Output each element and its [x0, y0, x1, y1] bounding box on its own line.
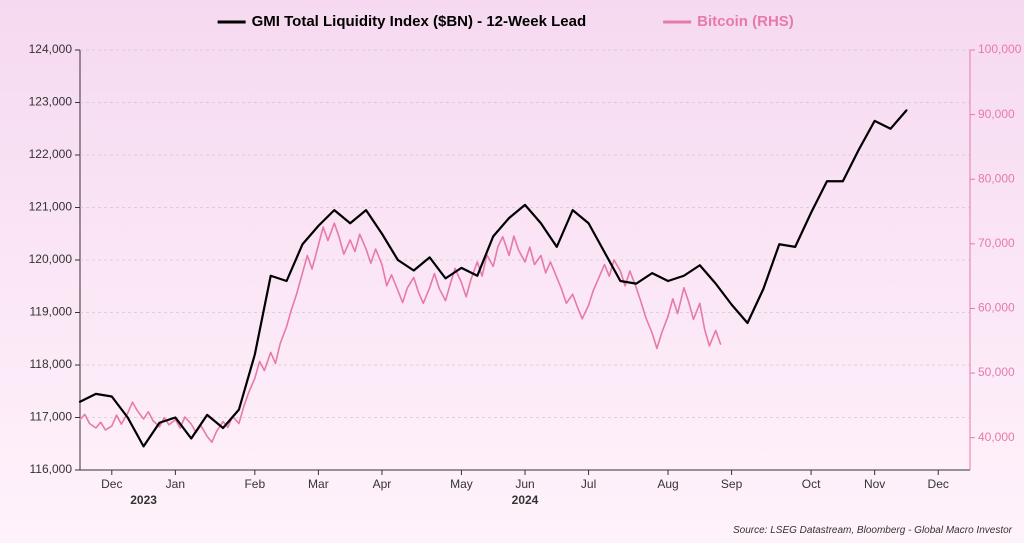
- x-month-label: Oct: [802, 477, 821, 491]
- liquidity-bitcoin-chart: 116,000 117,000 118,000 119,000 120,000 121,0…: [0, 0, 1024, 543]
- x-month-label: Jan: [166, 477, 185, 491]
- x-month-label: Apr: [373, 477, 392, 491]
- y-left-tick-label: 123,000: [29, 95, 73, 109]
- x-month-label: Sep: [721, 477, 743, 491]
- y-right-tick-label: 90,000: [978, 107, 1015, 121]
- y-left-tick-label: 119,000: [30, 305, 73, 319]
- x-month-label: Nov: [864, 477, 885, 491]
- y-right-tick-label: 60,000: [978, 301, 1015, 315]
- y-left-tick-label: 124,000: [29, 42, 73, 56]
- x-month-label: Jul: [581, 477, 596, 491]
- y-right-tick-label: 50,000: [978, 365, 1015, 379]
- y-left-tick-label: 122,000: [29, 147, 73, 161]
- y-right-tick-label: 40,000: [978, 430, 1015, 444]
- x-month-label: May: [450, 477, 473, 491]
- x-month-label: Mar: [308, 477, 329, 491]
- legend-item-0: GMI Total Liquidity Index ($BN) - 12-Wee…: [252, 13, 586, 30]
- x-year-label: 2024: [512, 493, 539, 507]
- x-month-label: Dec: [928, 477, 949, 491]
- y-left-tick-label: 118,000: [30, 357, 73, 371]
- y-left-tick-label: 120,000: [29, 252, 73, 266]
- legend-item-1: Bitcoin (RHS): [697, 13, 794, 30]
- x-month-label: Aug: [657, 477, 678, 491]
- x-month-label: Jun: [515, 477, 534, 491]
- x-year-label: 2023: [130, 493, 157, 507]
- x-month-label: Dec: [101, 477, 122, 491]
- y-left-tick-label: 121,000: [29, 200, 73, 214]
- y-right-tick-label: 100,000: [978, 42, 1022, 56]
- y-right-tick-label: 80,000: [978, 171, 1015, 185]
- x-month-label: Feb: [244, 477, 265, 491]
- y-right-tick-label: 70,000: [978, 236, 1015, 250]
- y-left-tick-label: 116,000: [30, 462, 73, 476]
- source-note: Source: LSEG Datastream, Bloomberg - Glo…: [733, 525, 1013, 536]
- y-left-tick-label: 117,000: [30, 410, 73, 424]
